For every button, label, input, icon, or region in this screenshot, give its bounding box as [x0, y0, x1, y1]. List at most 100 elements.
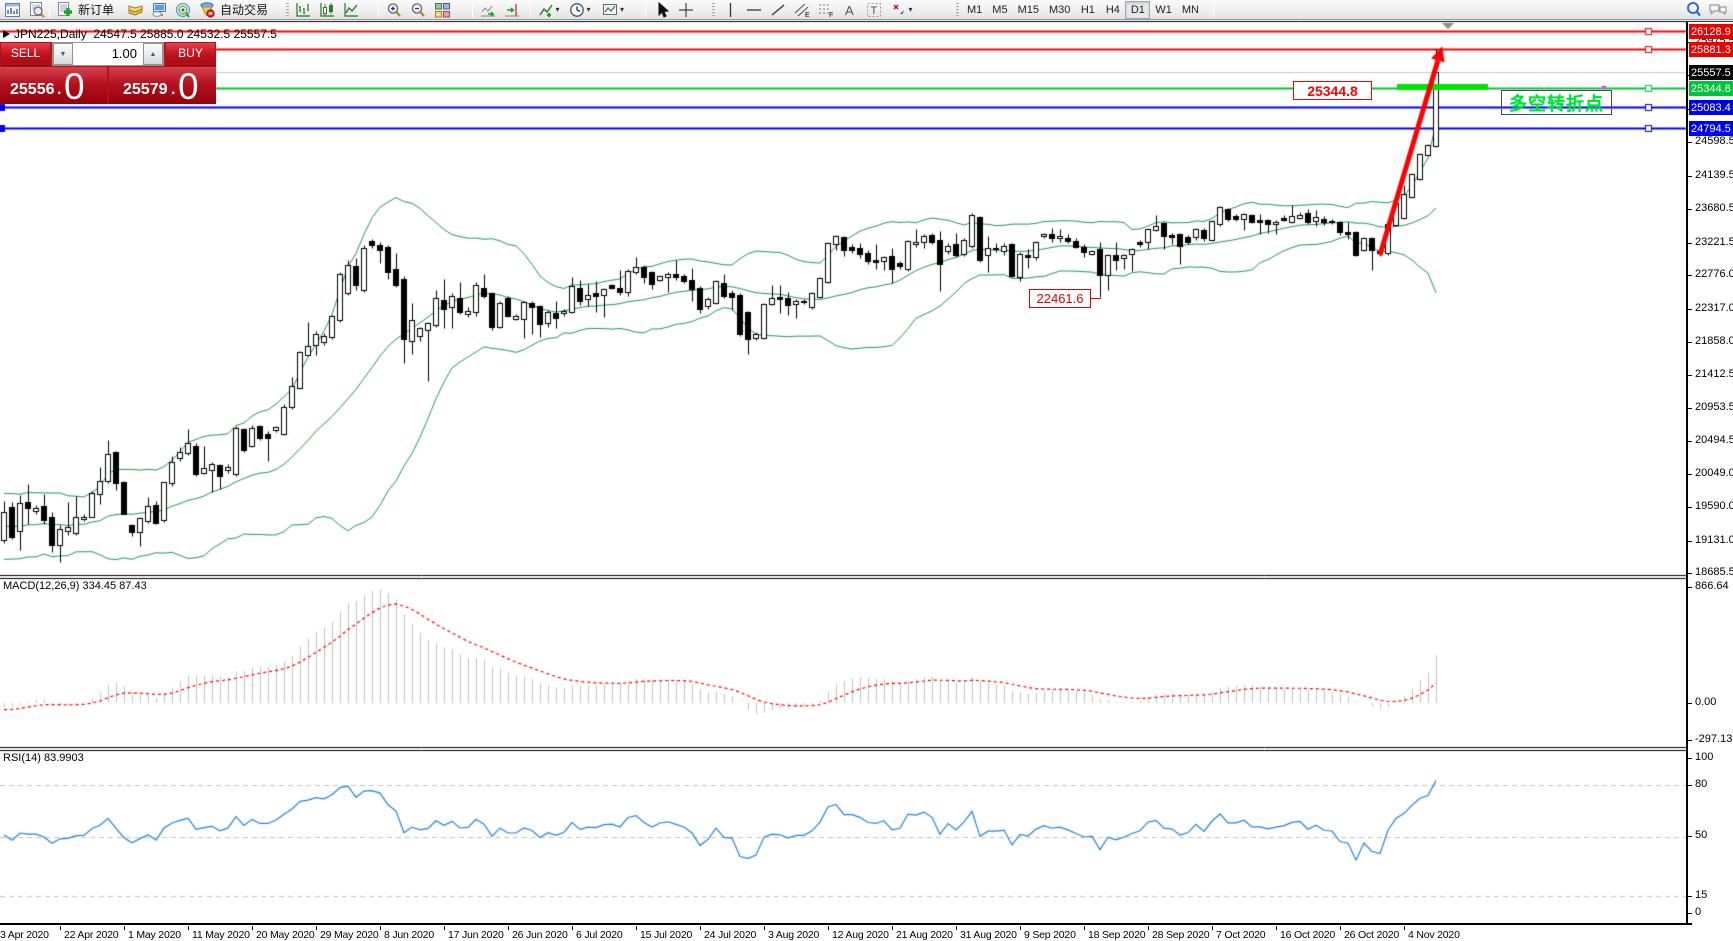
- chat-button[interactable]: [1706, 0, 1730, 19]
- publisher-button[interactable]: [147, 0, 171, 19]
- timeframe-button-m30[interactable]: M30: [1048, 3, 1071, 16]
- timeframe-button-w1[interactable]: W1: [1155, 3, 1172, 16]
- date-tick-label: 29 May 2020: [320, 929, 379, 941]
- toolbar-group-trade: 新订单 自动交易: [53, 0, 271, 19]
- timeframe-button-d1[interactable]: D1: [1125, 0, 1151, 19]
- horizontal-line-button[interactable]: [742, 0, 766, 19]
- news-icon: [175, 2, 190, 18]
- templates-button[interactable]: ▾: [596, 0, 630, 19]
- rsi-axis-label: 0: [1695, 906, 1702, 918]
- vertical-line-button[interactable]: [718, 0, 742, 19]
- fibonacci-button[interactable]: F: [814, 0, 838, 19]
- text-label-button[interactable]: T: [862, 0, 886, 19]
- sell-button[interactable]: SELL: [1, 43, 50, 63]
- macd-axis-label: -297.13: [1695, 733, 1733, 745]
- tile-windows-button[interactable]: [430, 0, 454, 19]
- ohlc-open: 24547.5: [93, 27, 137, 41]
- text-button[interactable]: A: [838, 0, 862, 19]
- zoom-in-button[interactable]: [382, 0, 406, 19]
- one-click-top-row: SELL ▼ 1.00 ▲ BUY: [0, 42, 216, 66]
- note-anchor-icon: [1601, 86, 1607, 90]
- volume-decrease-button[interactable]: ▼: [53, 43, 73, 65]
- crosshair-icon: [679, 2, 693, 17]
- date-tick-label: 4 Nov 2020: [1408, 929, 1460, 941]
- toolbar-group-objects: E F A T ▾: [718, 0, 918, 19]
- new-order-button[interactable]: [53, 0, 77, 19]
- tile-windows-icon: [434, 2, 450, 17]
- chart-shift-icon: [504, 3, 519, 16]
- search-button[interactable]: [1682, 0, 1706, 19]
- price-tick-label: 21858.0: [1695, 335, 1733, 347]
- zoom-out-button[interactable]: [406, 0, 430, 19]
- cursor-button[interactable]: [650, 0, 674, 19]
- toolbar-group-windows: [1, 0, 49, 19]
- templates-icon: [602, 3, 617, 15]
- timeframe-button-h4[interactable]: H4: [1105, 3, 1120, 16]
- timeframe-button-m15[interactable]: M15: [1017, 3, 1039, 16]
- publisher-icon: [151, 2, 166, 17]
- candlestick-chart-icon: [319, 2, 334, 17]
- date-tick-label: 1 May 2020: [128, 929, 181, 941]
- chat-bubbles-icon: [1709, 3, 1727, 15]
- text-icon: A: [845, 3, 854, 18]
- price-tag-box[interactable]: 22461.6: [1029, 289, 1091, 308]
- volume-increase-button[interactable]: ▲: [143, 43, 163, 65]
- history-center-button[interactable]: [123, 0, 147, 19]
- periods-button[interactable]: ▾: [564, 0, 596, 19]
- candlestick-chart-button[interactable]: [315, 0, 339, 19]
- date-tick-label: 20 May 2020: [256, 929, 315, 941]
- dropdown-caret-icon: ▾: [619, 5, 624, 14]
- price-tick: [1688, 740, 1692, 741]
- line-chart-icon: [343, 2, 358, 17]
- volume-input[interactable]: 1.00: [73, 43, 143, 65]
- new-chart-button[interactable]: [1, 0, 25, 19]
- crosshair-button[interactable]: [674, 0, 698, 19]
- buy-button[interactable]: BUY: [166, 43, 215, 63]
- date-tick-label: 11 May 2020: [192, 929, 250, 941]
- date-axis[interactable]: 3 Apr 2020 22 Apr 2020 1 May 2020 11 May 20…: [0, 923, 1692, 941]
- expert-advisors-button[interactable]: [195, 0, 219, 19]
- date-tick: [444, 926, 445, 930]
- autotrading-label[interactable]: 自动交易: [220, 3, 269, 17]
- new-order-label[interactable]: 新订单: [78, 3, 115, 17]
- buy-price-panel[interactable]: 25579. 0: [109, 67, 216, 105]
- price-line-label: 24794.5: [1689, 121, 1733, 136]
- chart-shift-button[interactable]: [500, 0, 524, 19]
- timeframe-button-h1[interactable]: H1: [1080, 3, 1095, 16]
- line-chart-button[interactable]: [339, 0, 363, 19]
- cursor-arrow-icon: [658, 1, 669, 18]
- date-tick: [892, 926, 893, 930]
- date-tick: [1404, 926, 1405, 930]
- note-text-box[interactable]: 多空转折点: [1501, 90, 1612, 115]
- equidistant-channel-button[interactable]: E: [790, 0, 814, 19]
- history-center-icon: [128, 4, 143, 16]
- auto-scroll-button[interactable]: [476, 0, 500, 19]
- price-axis[interactable]: 25975.525516.525057.524598.524139.523680…: [1686, 22, 1733, 923]
- date-tick: [700, 926, 701, 930]
- bar-chart-button[interactable]: [291, 0, 315, 19]
- price-tick: [1688, 142, 1692, 143]
- price-tick-label: 20494.5: [1695, 434, 1733, 446]
- price-tick: [1688, 342, 1692, 343]
- date-tick-label: 21 Aug 2020: [896, 929, 953, 941]
- toolbar-group-zoom: [382, 0, 454, 19]
- toolbar-grip: [956, 3, 959, 16]
- news-button[interactable]: [171, 0, 195, 19]
- timeframe-button-mn[interactable]: MN: [1181, 3, 1199, 16]
- price-tag-connector: [1091, 298, 1101, 299]
- timeframe-button-m5[interactable]: M5: [992, 3, 1008, 16]
- data-window-button[interactable]: [25, 0, 49, 19]
- arrows-button[interactable]: ▾: [886, 0, 918, 19]
- trendline-button[interactable]: [766, 0, 790, 19]
- sell-price-panel[interactable]: 25556. 0: [0, 67, 107, 105]
- level-annotation-box[interactable]: 25344.8: [1293, 81, 1372, 100]
- rsi-axis-label: 50: [1695, 829, 1708, 841]
- indicators-button[interactable]: ▾: [534, 0, 564, 19]
- new-order-icon: [57, 1, 72, 16]
- fibonacci-icon: F: [818, 4, 833, 18]
- price-tick: [1688, 541, 1692, 542]
- price-tick: [1688, 209, 1692, 210]
- timeframe-button-m1[interactable]: M1: [967, 3, 983, 16]
- price-tick-label: 21412.5: [1695, 368, 1733, 380]
